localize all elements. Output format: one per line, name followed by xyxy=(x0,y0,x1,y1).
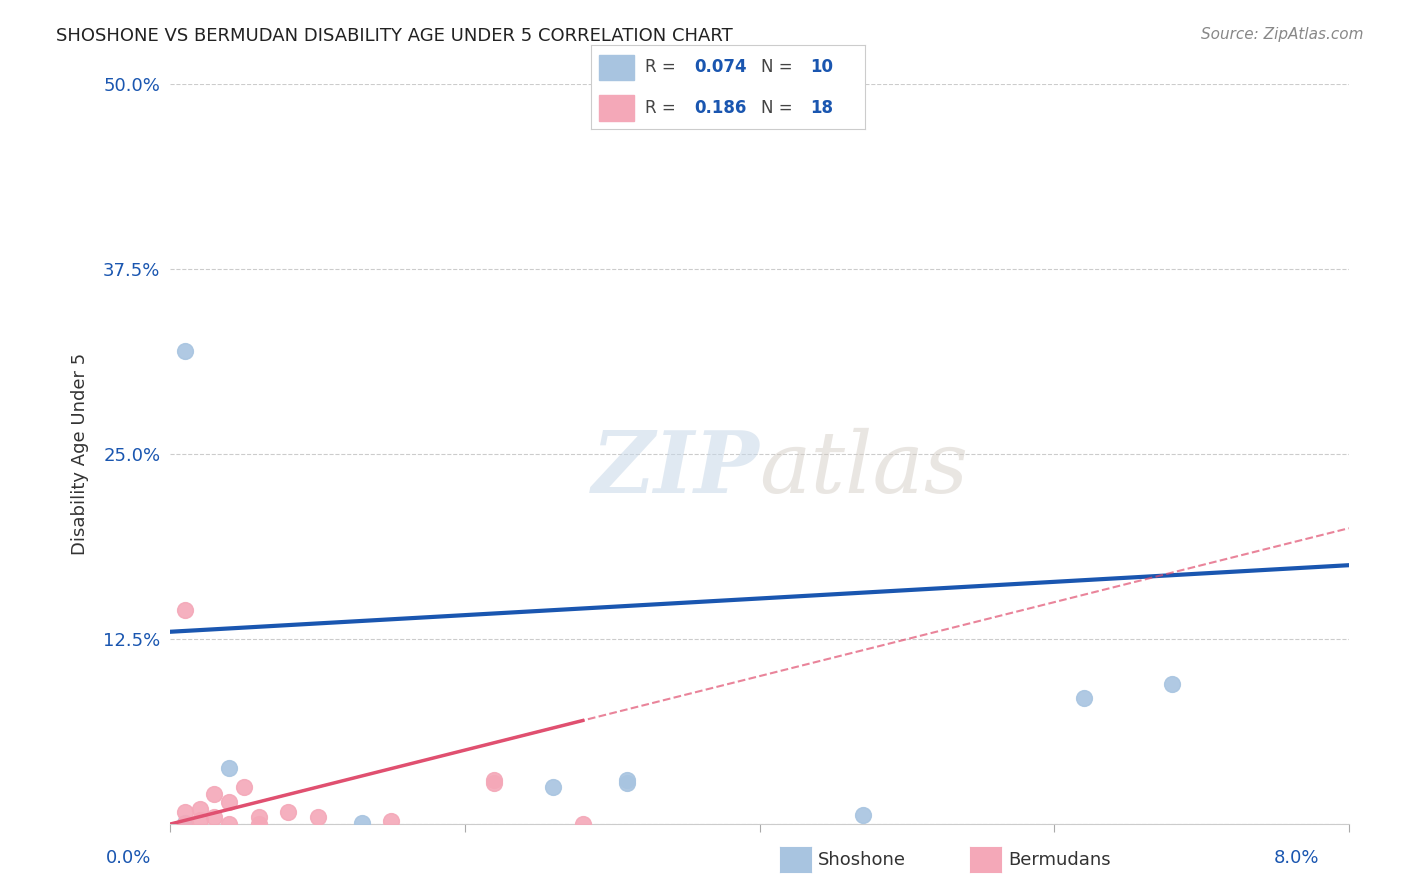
Point xyxy=(174,602,197,616)
Text: Shoshone: Shoshone xyxy=(818,851,907,869)
Point xyxy=(852,808,875,822)
Point xyxy=(616,775,638,789)
Text: Source: ZipAtlas.com: Source: ZipAtlas.com xyxy=(1201,27,1364,42)
Point xyxy=(204,810,226,824)
Point xyxy=(188,802,211,816)
Point xyxy=(247,810,270,824)
Point xyxy=(174,343,197,358)
Point xyxy=(484,775,506,789)
Point xyxy=(247,817,270,831)
Y-axis label: Disability Age Under 5: Disability Age Under 5 xyxy=(72,353,89,556)
Point xyxy=(543,780,565,794)
Point xyxy=(174,817,197,831)
Point xyxy=(277,805,299,820)
Point xyxy=(218,795,240,809)
Point xyxy=(188,813,211,827)
Text: SHOSHONE VS BERMUDAN DISABILITY AGE UNDER 5 CORRELATION CHART: SHOSHONE VS BERMUDAN DISABILITY AGE UNDE… xyxy=(56,27,733,45)
Point xyxy=(218,817,240,831)
Point xyxy=(380,814,402,829)
Text: ZIP: ZIP xyxy=(592,427,759,511)
Point xyxy=(571,817,593,831)
Bar xyxy=(599,54,634,80)
Point xyxy=(232,780,254,794)
Text: atlas: atlas xyxy=(759,427,969,510)
Point xyxy=(204,788,226,802)
Point xyxy=(174,815,197,830)
Text: N =: N = xyxy=(761,99,797,117)
Point xyxy=(218,761,240,775)
Point xyxy=(484,772,506,787)
Point xyxy=(616,772,638,787)
Point xyxy=(1073,691,1095,706)
Text: 0.186: 0.186 xyxy=(695,99,747,117)
Point xyxy=(1161,676,1184,690)
Text: 18: 18 xyxy=(810,99,832,117)
Text: Bermudans: Bermudans xyxy=(1008,851,1111,869)
Text: 0.074: 0.074 xyxy=(695,59,748,77)
Text: R =: R = xyxy=(645,99,682,117)
Text: 10: 10 xyxy=(810,59,832,77)
Point xyxy=(174,805,197,820)
Text: R =: R = xyxy=(645,59,682,77)
Text: 8.0%: 8.0% xyxy=(1274,849,1319,867)
Point xyxy=(350,815,373,830)
Point xyxy=(307,810,329,824)
Text: 0.0%: 0.0% xyxy=(105,849,150,867)
Bar xyxy=(599,95,634,120)
Text: N =: N = xyxy=(761,59,797,77)
